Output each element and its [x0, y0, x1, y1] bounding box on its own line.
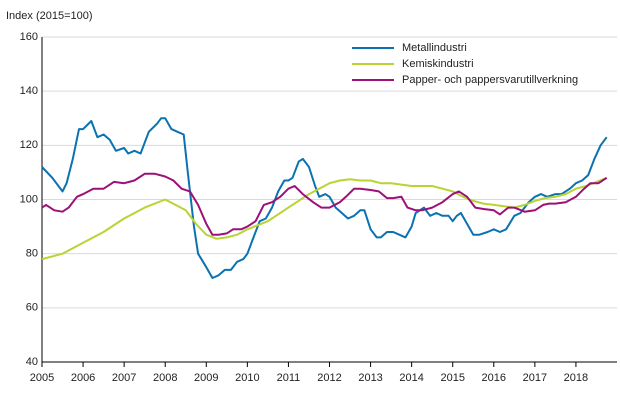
legend-label: Metallindustri: [402, 42, 467, 54]
y-tick-label: 40: [26, 356, 38, 368]
x-tick-label: 2005: [30, 372, 54, 384]
x-tick-label: 2015: [440, 372, 464, 384]
x-tick-label: 2012: [317, 372, 341, 384]
x-tick-label: 2014: [399, 372, 423, 384]
x-tick-label: 2006: [71, 372, 95, 384]
y-tick-label: 100: [20, 193, 38, 205]
x-tick-label: 2009: [194, 372, 218, 384]
legend-label: Kemiskindustri: [402, 58, 474, 70]
x-tick-label: 2017: [523, 372, 547, 384]
y-tick-label: 60: [26, 302, 38, 314]
y-tick-label: 160: [20, 31, 38, 43]
x-tick-label: 2018: [564, 372, 588, 384]
legend-label: Papper- och pappersvarutillverkning: [402, 74, 578, 86]
x-tick-label: 2016: [482, 372, 506, 384]
series-line: [41, 117, 608, 279]
y-tick-label: 120: [20, 139, 38, 151]
x-tick-label: 2011: [277, 372, 301, 384]
y-axis-label: Index (2015=100): [6, 10, 93, 22]
x-tick-label: 2007: [112, 372, 136, 384]
y-tick-label: 140: [20, 85, 38, 97]
x-tick-label: 2013: [358, 372, 382, 384]
x-tick-label: 2010: [235, 372, 259, 384]
series-line: [41, 176, 608, 261]
y-tick-label: 80: [26, 248, 38, 260]
x-tick-label: 2008: [153, 372, 177, 384]
series-line: [41, 172, 608, 236]
